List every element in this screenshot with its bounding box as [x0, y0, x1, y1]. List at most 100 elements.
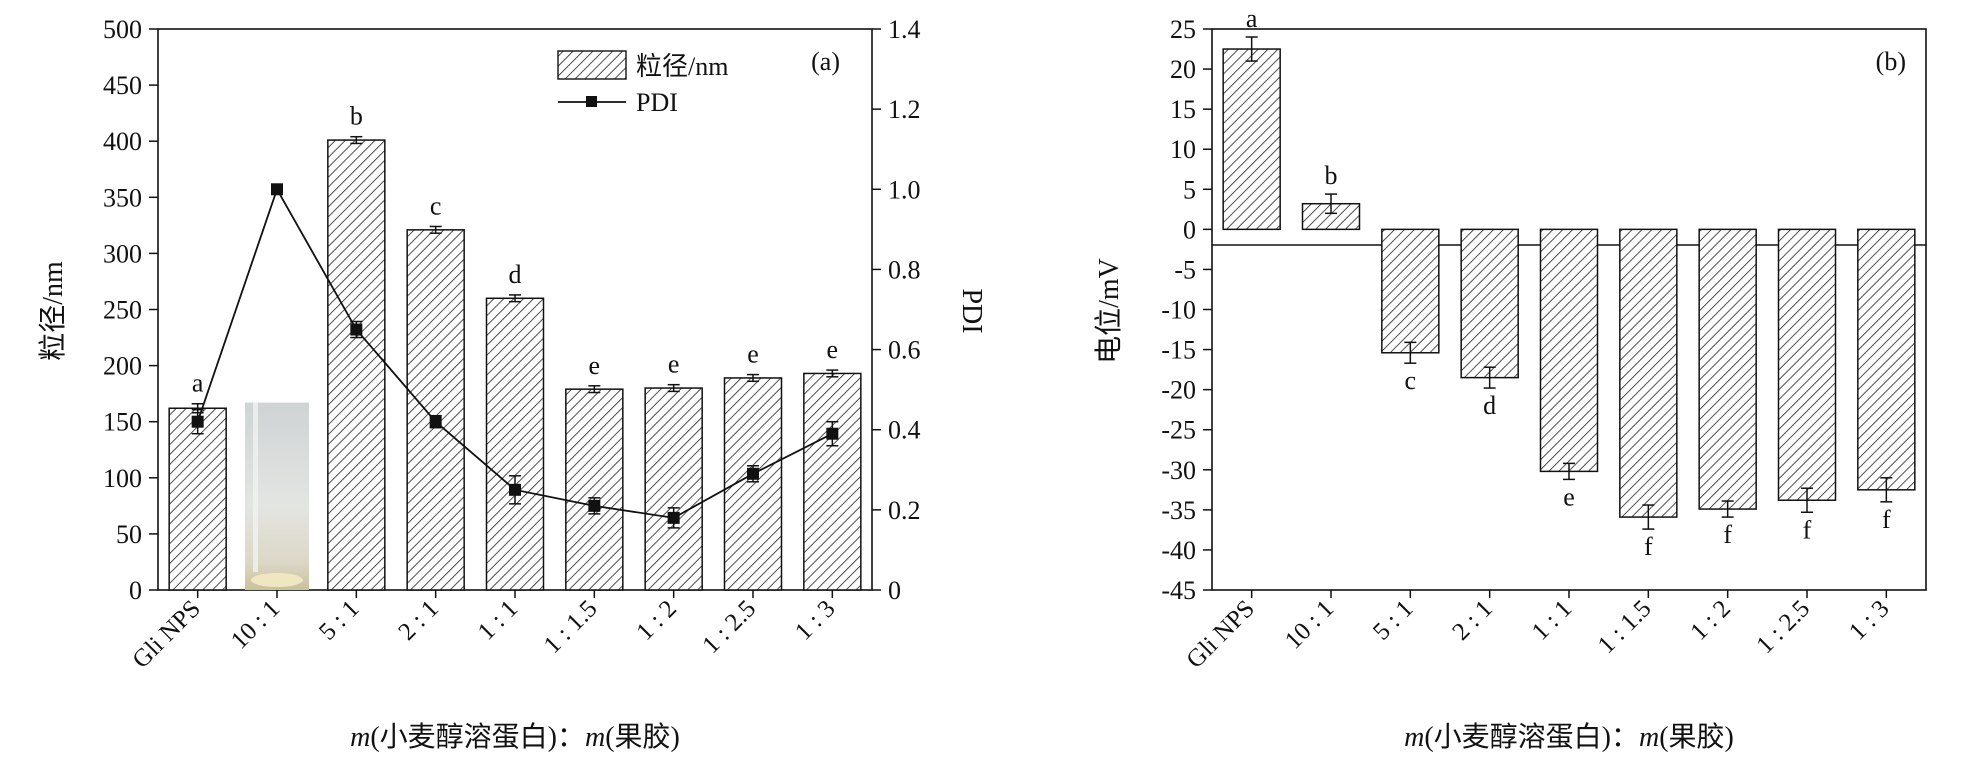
a-x-tick-label: 1 : 1.5 — [539, 595, 603, 659]
b-x-tick-label: 1 : 2 — [1685, 595, 1736, 646]
a-bar-sig-label: d — [509, 260, 522, 289]
b-bar — [1777, 228, 1837, 501]
a-y2-tick-label: 0.4 — [888, 416, 921, 445]
a-legend: 粒径/nm PDI — [557, 50, 728, 117]
a-bar-sig-label: e — [827, 335, 839, 364]
a-bar-sig-label: b — [350, 102, 363, 131]
a-x-axis: Gli NPS 10 : 1 5 : 1 2 : 1 1 : 1 1 : 1.5 1 : 2… — [127, 590, 841, 674]
b-x-tick-label: 5 : 1 — [1368, 595, 1419, 646]
a-y2-tick-label: 0.2 — [888, 496, 921, 525]
b-bar — [1539, 228, 1599, 473]
a-bar — [644, 387, 703, 591]
b-bar-sig-label: e — [1563, 482, 1575, 511]
b-bar-sig-label: a — [1246, 4, 1258, 33]
b-x-tick-label: 1 : 1.5 — [1593, 595, 1657, 659]
b-bar-sig-label: f — [1882, 505, 1891, 534]
a-y2-tick-label: 1.4 — [888, 15, 921, 44]
b-xlabel-part1: (小麦醇溶蛋白)： — [1424, 721, 1639, 753]
a-pdi-marker — [747, 467, 759, 480]
a-x-tick-label: 1 : 3 — [790, 595, 841, 646]
a-legend-line-marker — [586, 96, 597, 107]
b-y-tick-label: 25 — [1170, 15, 1196, 44]
b-bars: a b c d e f f f f — [1222, 4, 1916, 561]
a-y-tick-label: 0 — [129, 576, 142, 605]
b-y-tick-label: -20 — [1161, 376, 1196, 405]
a-x-axis-label: m(小麦醇溶蛋白)：m(果胶) — [350, 721, 680, 753]
a-pdi-marker — [271, 183, 283, 196]
a-bar — [327, 139, 386, 591]
a-bar — [168, 407, 227, 591]
a-bar-sig-label: e — [668, 350, 680, 379]
panel-a: 0 50 100 150 200 250 300 350 400 450 500 0 0.2 0.4 0.… — [37, 15, 987, 753]
b-y-tick-label: 10 — [1170, 135, 1196, 164]
a-legend-bar-swatch — [557, 50, 627, 80]
b-bar-sig-label: f — [1644, 532, 1653, 561]
b-y-tick-label: -10 — [1161, 296, 1196, 325]
a-bar-sig-label: e — [589, 351, 601, 380]
a-xlabel-m2: m — [585, 722, 605, 753]
b-y-tick-label: -15 — [1161, 336, 1196, 365]
a-bars: a b c d e e e e — [168, 102, 862, 591]
a-pdi-marker — [667, 511, 680, 524]
a-pdi-marker — [191, 415, 204, 428]
a-bar — [406, 229, 465, 591]
a-legend-line-label: PDI — [636, 88, 678, 117]
a-inset-photo — [245, 402, 309, 590]
a-y-tick-label: 150 — [103, 408, 142, 437]
b-x-axis-label: m(小麦醇溶蛋白)：m(果胶) — [1404, 721, 1734, 753]
b-y-tick-label: 5 — [1183, 175, 1196, 204]
panel-b: 25 20 15 10 5 0 -5 -10 -15 -20 -25 -30 -35 -40 -45 a b c… — [1093, 4, 1927, 753]
a-y-tick-label: 350 — [103, 183, 142, 212]
b-y-tick-label: 20 — [1170, 55, 1196, 84]
b-panel-label: (b) — [1876, 47, 1906, 76]
a-bar-sig-label: e — [747, 340, 759, 369]
b-x-tick-label: 1 : 3 — [1844, 595, 1895, 646]
b-y-tick-label: -5 — [1174, 255, 1196, 284]
a-panel-label: (a) — [811, 47, 840, 76]
a-y-tick-label: 50 — [116, 520, 142, 549]
b-y-tick-label: 15 — [1170, 95, 1196, 124]
b-bar-sig-label: f — [1803, 515, 1812, 544]
a-bar — [485, 297, 545, 591]
a-x-tick-label: 1 : 2 — [631, 595, 682, 646]
a-y2-axis-label: PDI — [956, 288, 987, 333]
b-bar — [1619, 228, 1678, 518]
b-xlabel-part2: (果胶) — [1659, 721, 1734, 753]
a-pdi-marker — [429, 415, 442, 428]
a-y-tick-label: 250 — [103, 296, 142, 325]
a-x-tick-label: 2 : 1 — [393, 595, 444, 646]
b-x-axis: Gli NPS 10 : 1 5 : 1 2 : 1 1 : 1 1 : 1.5 1 : 2… — [1181, 590, 1895, 674]
a-pdi-marker — [588, 499, 601, 512]
b-y-tick-label: -30 — [1161, 456, 1196, 485]
a-y-tick-label: 500 — [103, 15, 142, 44]
b-y-axis-label: 电位/mV — [1093, 258, 1125, 364]
b-xlabel-m2: m — [1639, 722, 1659, 753]
a-x-tick-label: 10 : 1 — [226, 595, 285, 654]
b-y-tick-label: -40 — [1161, 536, 1196, 565]
b-bar — [1857, 228, 1916, 491]
a-y2-tick-label: 0.8 — [888, 255, 921, 284]
b-y-tick-label: -25 — [1161, 416, 1196, 445]
b-bar — [1698, 228, 1757, 510]
b-bar — [1460, 228, 1519, 379]
a-y-tick-label: 300 — [103, 239, 142, 268]
a-bar-sig-label: a — [192, 369, 204, 398]
b-y-tick-label: -35 — [1161, 496, 1196, 525]
b-bar-sig-label: c — [1405, 366, 1417, 395]
a-pdi-marker — [826, 427, 839, 440]
b-x-tick-label: 1 : 1 — [1527, 595, 1578, 646]
a-xlabel-part1: (小麦醇溶蛋白)： — [370, 721, 585, 753]
b-xlabel-m1: m — [1404, 722, 1424, 753]
b-x-tick-label: 1 : 2.5 — [1751, 595, 1815, 659]
b-y-tick-label: -45 — [1161, 576, 1196, 605]
a-left-axis: 0 50 100 150 200 250 300 350 400 450 500 — [103, 15, 158, 605]
a-y2-tick-label: 0 — [888, 576, 901, 605]
a-photo-highlight — [253, 402, 258, 572]
a-legend-bar-label: 粒径/nm — [636, 52, 728, 81]
a-pdi-marker — [509, 483, 521, 496]
b-bar-sig-label: d — [1483, 391, 1496, 420]
b-bar-sig-label: b — [1325, 161, 1338, 190]
a-y-tick-label: 450 — [103, 71, 142, 100]
a-bar — [803, 372, 862, 591]
